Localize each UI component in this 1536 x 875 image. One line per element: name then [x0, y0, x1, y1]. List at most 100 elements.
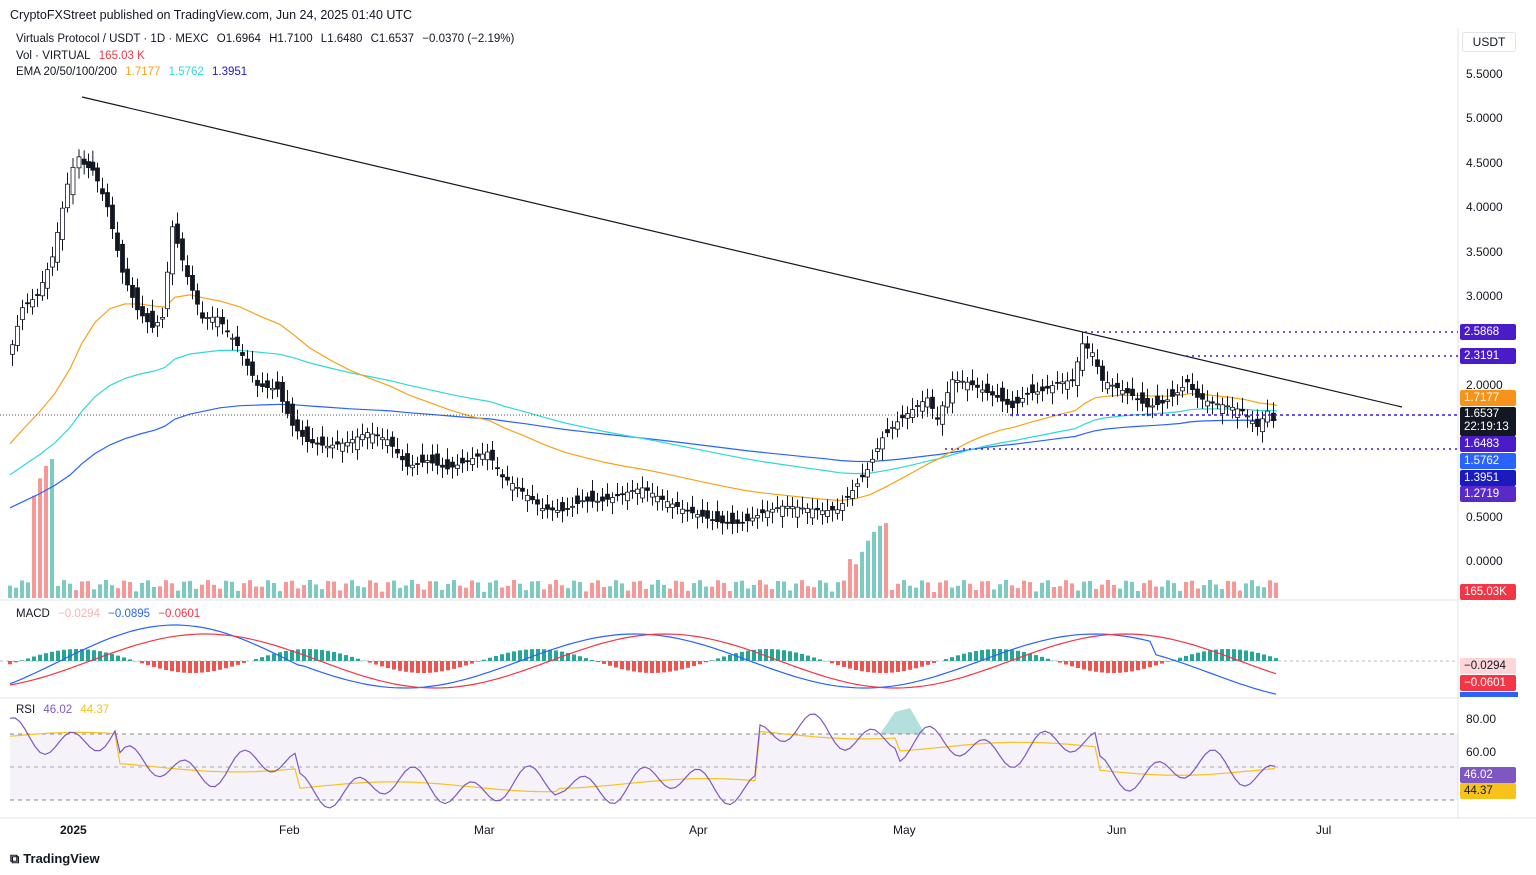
candle-body [50, 256, 55, 268]
volume-bar [668, 588, 672, 598]
macd-hist-bar [830, 661, 834, 664]
macd-hist-bar [488, 657, 492, 661]
candle-body [355, 436, 360, 451]
volume-bar [914, 587, 918, 598]
time-tick: Feb [279, 823, 300, 837]
volume-bar [1082, 581, 1086, 598]
candle-body [950, 379, 955, 404]
tag-support-1-6483: 1.6483 [1460, 436, 1516, 452]
rsi-tick: 80.00 [1466, 712, 1497, 726]
macd-hist-bar [992, 649, 996, 661]
macd-hist-bar [392, 661, 396, 670]
volume-bar [302, 585, 306, 598]
candle-body [560, 502, 565, 512]
macd-hist-bar [1124, 661, 1128, 673]
candle-body [20, 307, 25, 321]
volume-bar [932, 591, 936, 598]
candle-body [65, 183, 70, 209]
volume-bar [338, 590, 342, 598]
symbol-title[interactable]: Virtuals Protocol / USDT · 1D · MEXC [16, 33, 209, 45]
volume-bar [26, 582, 30, 598]
macd-hist-bar [212, 661, 216, 671]
macd-hist-bar [224, 661, 228, 669]
volume-bar [878, 525, 882, 598]
candle-body [540, 508, 545, 512]
volume-bar [1256, 586, 1260, 598]
macd-legend: MACD −0.0294 −0.0895 −0.0601 [16, 608, 205, 620]
volume-bar [866, 540, 870, 598]
volume-bar [566, 588, 570, 598]
volume-bar [452, 580, 456, 598]
volume-bar [1124, 580, 1128, 598]
candle-body [1100, 365, 1105, 381]
volume-bar [1016, 588, 1020, 598]
candle-body [805, 508, 810, 513]
ohlc-high: H1.7100 [269, 33, 313, 45]
volume-bar [1136, 590, 1140, 598]
candle-body [150, 310, 155, 328]
candle-body [1005, 398, 1010, 405]
candle-body [95, 167, 100, 182]
macd-hist-bar [344, 655, 348, 661]
candle-body [230, 337, 235, 340]
candle-body [1030, 384, 1035, 394]
tradingview-logo[interactable]: ⧉ TradingView [10, 851, 100, 867]
candle-body [1025, 392, 1030, 395]
candle-body [135, 287, 140, 311]
macd-hist-bar [608, 661, 612, 666]
publish-info: CryptoFXStreet published on TradingView.… [10, 8, 413, 22]
macd-hist-bar [668, 661, 672, 672]
candle-body [580, 500, 585, 503]
macd-hist-bar [434, 661, 438, 673]
candle-body [1265, 410, 1270, 423]
volume-bar [140, 582, 144, 598]
macd-hist-bar [1034, 655, 1038, 661]
candle-body [215, 316, 220, 328]
macd-hist-bar [704, 661, 708, 663]
candle-body [840, 503, 845, 511]
candle-body [435, 453, 440, 466]
currency-button[interactable]: USDT [1462, 32, 1516, 52]
ema-label[interactable]: EMA 20/50/100/200 [16, 66, 118, 78]
volume-bar [152, 586, 156, 598]
macd-hist-bar [1274, 658, 1278, 661]
volume-bar [242, 583, 246, 598]
macd-hist-bar [950, 657, 954, 661]
macd-hist-bar [1238, 649, 1242, 661]
macd-hist-bar [914, 661, 918, 669]
macd-hist-bar [1202, 651, 1206, 661]
volume-bar [938, 582, 942, 598]
volume-bar [74, 590, 78, 598]
macd-hist-bar [872, 661, 876, 673]
candle-body [1060, 381, 1065, 385]
volume-bar [596, 580, 600, 598]
macd-label[interactable]: MACD [16, 608, 50, 620]
candle-body [720, 515, 725, 524]
macd-hist-bar [1088, 661, 1092, 671]
volume-bar [110, 585, 114, 598]
candle-body [1095, 359, 1100, 367]
volume-bar [20, 580, 24, 598]
macd-hist-bar [272, 653, 276, 661]
volume-bar [98, 584, 102, 598]
volume-bar [512, 580, 516, 598]
time-tick: 2025 [60, 823, 87, 837]
price-tick: 5.5000 [1466, 67, 1503, 81]
volume-bar [284, 581, 288, 598]
rsi-label[interactable]: RSI [16, 704, 36, 716]
volume-bar [1196, 588, 1200, 598]
candle-body [585, 496, 590, 502]
volume-bar [926, 582, 930, 598]
macd-hist-bar [314, 649, 318, 661]
candle-body [1260, 418, 1265, 433]
volume-bar [1214, 584, 1218, 598]
candle-body [380, 437, 385, 441]
candle-body [635, 488, 640, 494]
tradingview-logo-icon: ⧉ [10, 851, 20, 866]
tag-macd-signal: −0.0601 [1460, 675, 1516, 691]
volume-label[interactable]: Vol · VIRTUAL [16, 50, 91, 62]
volume-bar [62, 580, 66, 598]
macd-hist-bar [374, 661, 378, 665]
volume-bar [476, 582, 480, 598]
